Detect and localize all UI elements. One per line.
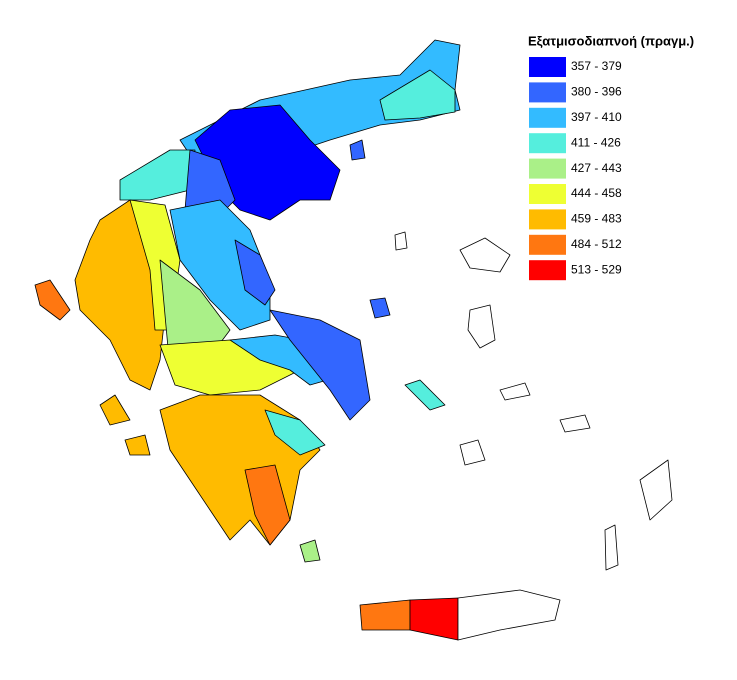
island-rhodes (639, 459, 673, 521)
island-kefalonia (99, 394, 131, 426)
legend: 357 - 379 380 - 396 397 - 410 411 - 426 427 … (529, 57, 622, 281)
legend-label: 427 - 443 (571, 161, 622, 175)
island-kos (559, 414, 591, 433)
island-skyros (369, 297, 391, 319)
region-thessaly (169, 199, 271, 331)
legend-label: 444 - 458 (571, 186, 622, 200)
region-magnesia (234, 239, 276, 306)
island-lesvos (459, 237, 511, 273)
region-west-macedonia (119, 149, 196, 201)
island-kythira (299, 539, 321, 563)
region-east-macedonia (379, 69, 456, 121)
region-argolis (264, 409, 326, 456)
legend-label: 513 - 529 (571, 262, 622, 276)
region-peloponnese (159, 394, 321, 546)
region-evia (269, 309, 371, 421)
legend-label: 397 - 410 (571, 110, 622, 124)
island-crete-west (359, 599, 411, 631)
legend-swatch (529, 133, 566, 154)
legend-swatch (529, 209, 566, 230)
island-limnos (394, 231, 408, 251)
island-chios (467, 304, 496, 349)
region-laconia (244, 464, 291, 546)
legend-label: 357 - 379 (571, 59, 622, 73)
legend-swatch (529, 82, 566, 103)
island-thasos (349, 139, 366, 161)
island-zakynthos (124, 434, 151, 456)
legend-label: 411 - 426 (571, 135, 621, 149)
legend-label: 459 - 483 (571, 212, 622, 226)
legend-swatch (529, 158, 566, 179)
legend-label: 484 - 512 (571, 237, 622, 251)
island-naxos (459, 439, 486, 466)
legend-title: Εξατμισοδιαπνοή (πραγμ.) (528, 33, 694, 48)
island-corfu (34, 279, 71, 321)
map (34, 39, 673, 641)
island-andros (404, 379, 446, 411)
legend-label: 380 - 396 (571, 85, 622, 99)
legend-swatch (529, 234, 566, 255)
island-crete-central (409, 597, 459, 641)
island-samos (499, 382, 531, 401)
island-crete-east (457, 589, 561, 641)
legend-swatch (529, 260, 566, 281)
legend-swatch (529, 57, 566, 77)
legend-swatch (529, 107, 566, 128)
legend-swatch (529, 184, 566, 204)
island-karpathos (604, 524, 619, 571)
